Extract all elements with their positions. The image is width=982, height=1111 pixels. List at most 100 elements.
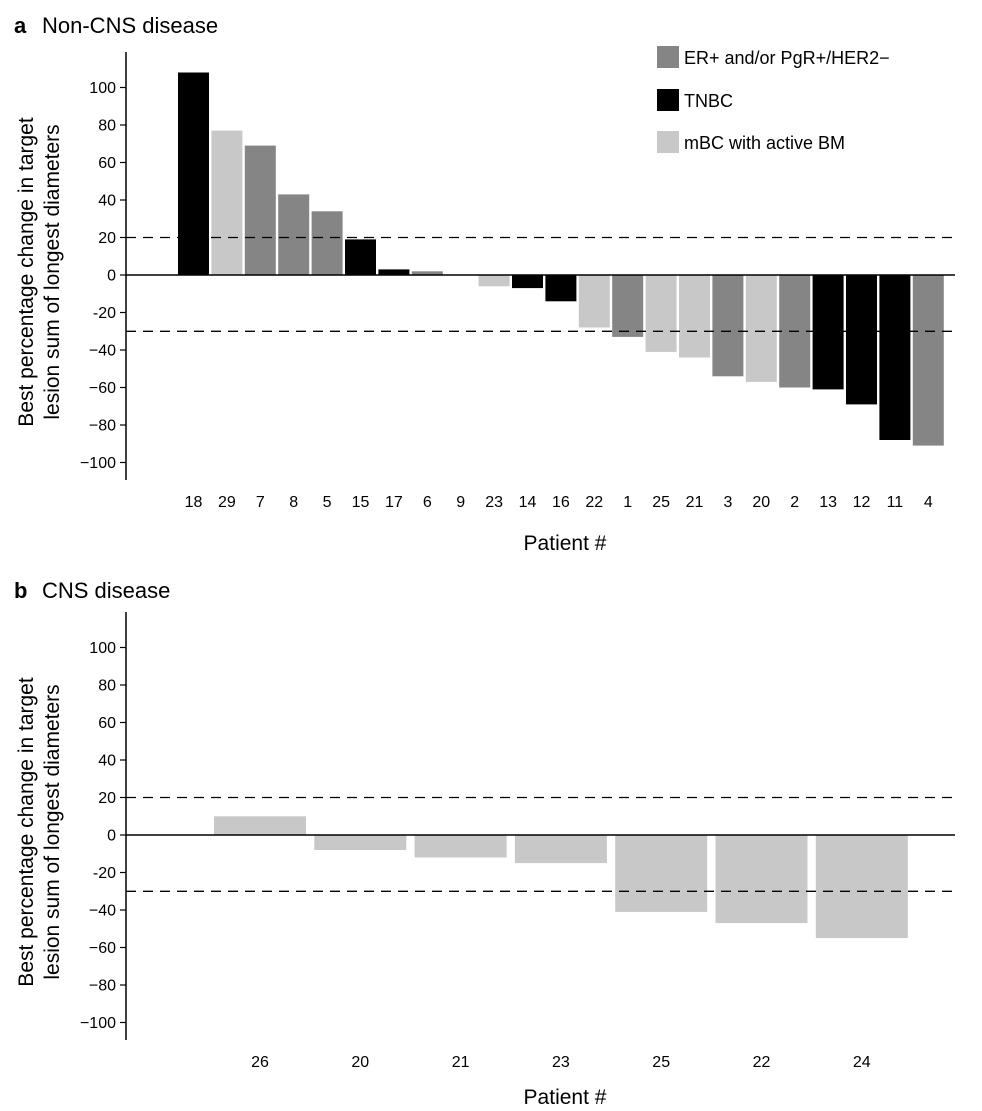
bar-patient-12 bbox=[846, 275, 877, 405]
panel-a: a Non-CNS disease Best percentage change… bbox=[14, 13, 955, 555]
y-tick-label: −100 bbox=[80, 1015, 116, 1032]
bar-patient-23 bbox=[478, 275, 510, 287]
y-tick-label: −80 bbox=[89, 418, 116, 435]
panel-a-letter: a bbox=[14, 13, 27, 38]
panel-a-lines bbox=[125, 52, 955, 480]
bar-patient-7 bbox=[244, 145, 276, 275]
legend-label-tnbc: TNBC bbox=[684, 91, 733, 111]
bar-patient-14 bbox=[512, 275, 543, 289]
bar-patient-1 bbox=[612, 275, 644, 337]
bar-patient-25 bbox=[645, 275, 677, 352]
bar-patient-18 bbox=[178, 72, 209, 275]
y-tick-label: 80 bbox=[98, 678, 116, 695]
y-tick-label: 40 bbox=[98, 193, 116, 210]
y-tick-label: 20 bbox=[98, 790, 116, 807]
x-tick-label: 6 bbox=[423, 494, 432, 511]
x-tick-label: 16 bbox=[552, 494, 570, 511]
y-tick-label: −80 bbox=[89, 978, 116, 995]
panel-a-y-axis-title: Best percentage change in target lesion … bbox=[15, 117, 64, 427]
bar-patient-11 bbox=[879, 275, 911, 440]
bar-patient-21 bbox=[679, 275, 710, 358]
x-tick-label: 8 bbox=[289, 494, 298, 511]
panel-b-title: CNS disease bbox=[42, 578, 170, 603]
panel-b-ylabel-line-2: lesion sum of longest diameters bbox=[41, 684, 64, 979]
y-tick-label: 20 bbox=[98, 230, 116, 247]
y-tick-label: 80 bbox=[98, 118, 116, 135]
legend-label-mbc-bm: mBC with active BM bbox=[684, 133, 845, 153]
bar-patient-29 bbox=[211, 130, 243, 275]
bar-patient-16 bbox=[545, 275, 577, 302]
bar-patient-24 bbox=[815, 835, 908, 939]
panel-a-legend: ER+ and/or PgR+/HER2− TNBC mBC with acti… bbox=[657, 46, 890, 153]
bar-patient-3 bbox=[712, 275, 744, 377]
x-tick-label: 17 bbox=[385, 494, 403, 511]
panel-b-xlabel: Patient # bbox=[524, 1086, 607, 1109]
x-tick-label: 12 bbox=[853, 494, 871, 511]
x-tick-label: 1 bbox=[623, 494, 632, 511]
bar-patient-26 bbox=[214, 816, 306, 836]
panel-b-y-ticks: 100 80 60 40 20 0 -20 −40 −60 −80 −100 bbox=[80, 640, 126, 1032]
x-tick-label: 4 bbox=[924, 494, 933, 511]
panel-a-ylabel-line-2: lesion sum of longest diameters bbox=[41, 124, 64, 419]
x-tick-label: 15 bbox=[352, 494, 370, 511]
bar-patient-21 bbox=[414, 835, 507, 858]
panel-a-title: Non-CNS disease bbox=[42, 13, 218, 38]
x-tick-label: 9 bbox=[456, 494, 465, 511]
x-tick-label: 18 bbox=[185, 494, 203, 511]
y-tick-label: 100 bbox=[89, 80, 116, 97]
panel-a-y-ticks: 100 80 60 40 20 0 -20 −40 −60 −80 −100 bbox=[80, 80, 126, 472]
panel-b-lines bbox=[125, 612, 955, 1040]
x-tick-label: 2 bbox=[790, 494, 799, 511]
bar-patient-4 bbox=[912, 275, 944, 446]
y-tick-label: −60 bbox=[89, 940, 116, 957]
x-tick-label: 29 bbox=[218, 494, 236, 511]
x-tick-label: 23 bbox=[552, 1054, 570, 1071]
x-tick-label: 22 bbox=[753, 1054, 771, 1071]
legend-swatch-er-pgr bbox=[657, 46, 679, 68]
bar-patient-5 bbox=[311, 211, 343, 276]
legend-swatch-tnbc bbox=[657, 89, 679, 111]
x-tick-label: 3 bbox=[723, 494, 732, 511]
bar-patient-13 bbox=[812, 275, 844, 390]
x-tick-label: 11 bbox=[887, 494, 904, 511]
x-tick-label: 21 bbox=[452, 1054, 470, 1071]
legend-swatch-mbc-bm bbox=[657, 131, 679, 153]
bar-patient-22 bbox=[715, 835, 808, 924]
bar-patient-23 bbox=[514, 835, 607, 864]
x-tick-label: 13 bbox=[819, 494, 837, 511]
x-tick-label: 25 bbox=[652, 1054, 670, 1071]
x-tick-label: 21 bbox=[686, 494, 704, 511]
x-tick-label: 7 bbox=[256, 494, 265, 511]
y-tick-label: 0 bbox=[107, 268, 116, 285]
x-tick-label: 14 bbox=[519, 494, 537, 511]
panel-a-x-ticks: 18 29 7 8 5 15 17 6 9 23 14 16 22 1 25 21 3 20 2 13 12 11 4 bbox=[185, 494, 933, 511]
y-tick-label: −40 bbox=[89, 343, 116, 360]
y-tick-label: -20 bbox=[93, 865, 116, 882]
y-tick-label: 40 bbox=[98, 753, 116, 770]
bar-patient-8 bbox=[278, 194, 310, 275]
y-tick-label: 60 bbox=[98, 155, 116, 172]
bar-patient-20 bbox=[314, 835, 407, 850]
panel-b: b CNS disease Best percentage change in … bbox=[14, 578, 955, 1109]
legend-label-er-pgr: ER+ and/or PgR+/HER2− bbox=[684, 48, 890, 68]
x-tick-label: 23 bbox=[485, 494, 503, 511]
panel-b-ylabel-line-1: Best percentage change in target bbox=[15, 677, 38, 987]
x-tick-label: 24 bbox=[853, 1054, 871, 1071]
bar-patient-20 bbox=[745, 275, 777, 382]
x-tick-label: 25 bbox=[652, 494, 670, 511]
x-tick-label: 22 bbox=[585, 494, 603, 511]
panel-b-x-ticks: 26 20 21 23 25 22 24 bbox=[251, 1054, 871, 1071]
y-tick-label: -20 bbox=[93, 305, 116, 322]
panel-b-letter: b bbox=[14, 578, 27, 603]
y-tick-label: 0 bbox=[107, 828, 116, 845]
bar-patient-25 bbox=[615, 835, 708, 912]
panel-a-ylabel-line-1: Best percentage change in target bbox=[15, 117, 38, 427]
panel-b-y-axis-title: Best percentage change in target lesion … bbox=[15, 677, 64, 987]
bar-patient-15 bbox=[345, 239, 376, 275]
x-tick-label: 20 bbox=[351, 1054, 369, 1071]
y-tick-label: −40 bbox=[89, 903, 116, 920]
x-tick-label: 26 bbox=[251, 1054, 269, 1071]
x-tick-label: 5 bbox=[323, 494, 332, 511]
panel-a-bars bbox=[178, 72, 944, 446]
